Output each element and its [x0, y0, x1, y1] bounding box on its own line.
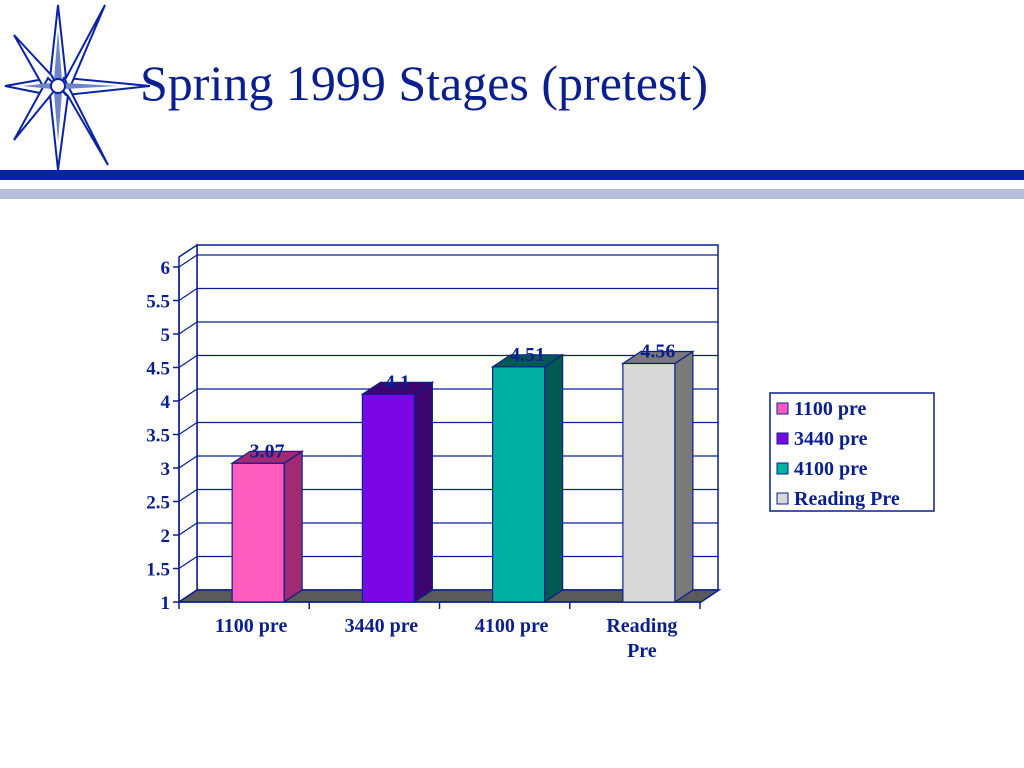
y-tick-label: 4	[161, 392, 171, 413]
gridline-side	[178, 254, 198, 268]
title-rule-dark	[0, 170, 1024, 180]
legend-box	[769, 392, 935, 512]
bar	[490, 353, 565, 604]
y-tick-label: 5	[161, 325, 171, 346]
gridline-side	[178, 288, 198, 301]
bar-front	[622, 362, 676, 603]
y-tick-label: 4.5	[146, 359, 170, 380]
bar-side	[674, 350, 694, 604]
y-tick-label: 1.5	[146, 560, 170, 581]
bar-front	[231, 462, 285, 603]
y-tick-label: 1	[161, 593, 171, 614]
chart-legend: 1100 pre 3440 pre 4100 pre Reading Pre	[769, 392, 935, 512]
legend-label: 4100 pre	[794, 458, 868, 480]
bar	[230, 450, 305, 604]
data-label: 4.1	[385, 371, 410, 393]
x-tick-label: Reading	[606, 615, 677, 637]
data-label: 4.56	[640, 340, 675, 362]
gridline-side	[178, 388, 198, 402]
legend-label: 3440 pre	[794, 428, 868, 450]
y-tick-label: 5.5	[146, 292, 170, 313]
bar-side	[544, 353, 564, 604]
bar-side	[413, 381, 433, 604]
gridline-side	[178, 422, 198, 435]
y-tick-label: 3	[161, 459, 171, 480]
bar	[360, 381, 435, 604]
legend-swatch	[776, 492, 789, 505]
data-label: 4.51	[510, 344, 545, 366]
slide-title: Spring 1999 Stages (pretest)	[140, 55, 708, 111]
gridline-side	[178, 489, 198, 502]
gridline-side	[178, 522, 198, 536]
bar	[620, 350, 695, 604]
x-tick-label: 4100 pre	[475, 615, 549, 637]
x-tick-label: 1100 pre	[215, 615, 288, 637]
y-tick-label: 2.5	[146, 493, 170, 514]
y-tick-label: 2	[161, 526, 171, 547]
y-tick-label: 6	[161, 258, 171, 279]
x-tick-label: Pre	[627, 640, 657, 662]
bar-front	[361, 393, 415, 603]
bar-front	[492, 366, 546, 603]
legend-swatch	[776, 432, 789, 445]
y-tick-label: 3.5	[146, 426, 170, 447]
bar-side	[283, 450, 303, 604]
gridline-side	[178, 321, 198, 335]
gridline-side	[178, 556, 198, 569]
legend-label: Reading Pre	[794, 488, 900, 510]
legend-swatch	[776, 402, 789, 415]
gridline-side	[178, 455, 198, 469]
x-tick-label: 3440 pre	[345, 615, 419, 637]
starburst-icon	[4, 4, 150, 171]
legend-label: 1100 pre	[794, 398, 867, 420]
gridline-side	[178, 355, 198, 368]
title-rule-light	[0, 189, 1024, 199]
data-label: 3.07	[250, 440, 285, 462]
legend-swatch	[776, 462, 789, 475]
